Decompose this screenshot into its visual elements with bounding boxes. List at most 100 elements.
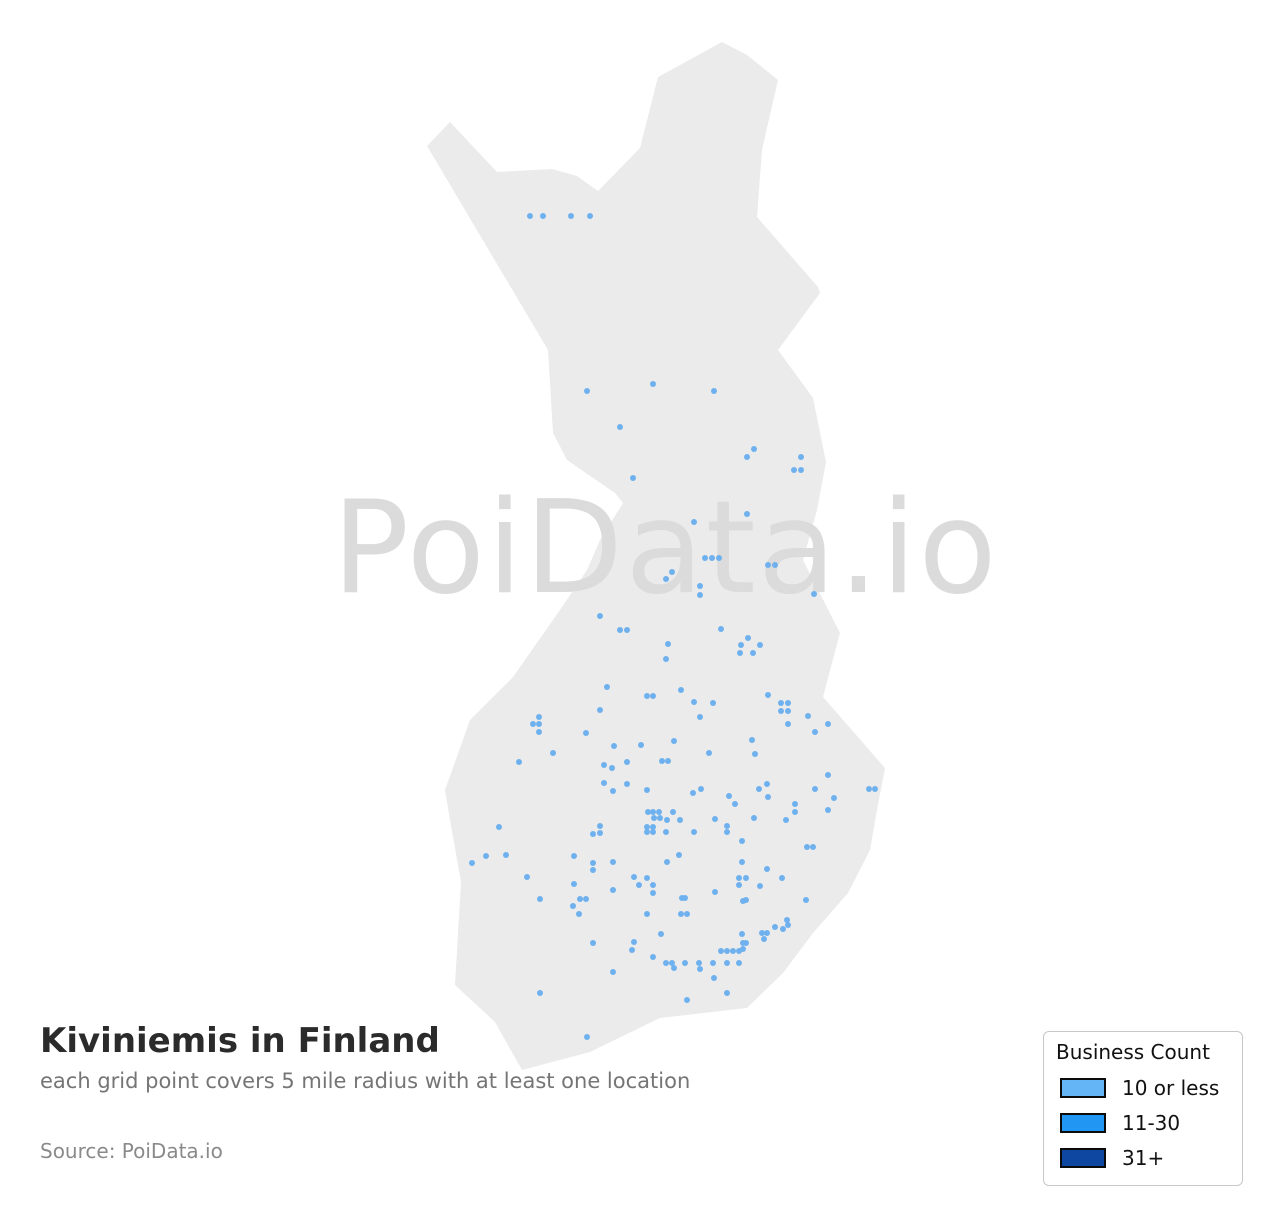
location-dot [724,829,730,835]
location-dot [496,824,502,830]
location-dot [736,948,742,954]
location-dot [726,793,732,799]
location-dot [738,642,744,648]
location-dot [752,751,758,757]
location-dot [650,890,656,896]
location-dot [749,737,755,743]
location-dot [536,729,542,735]
location-dot [812,786,818,792]
location-dot [757,883,763,889]
legend-swatch-10-or-less [1060,1078,1106,1098]
location-dot [530,721,536,727]
location-dot [629,947,635,953]
location-dot [710,960,716,966]
location-dot [663,576,669,582]
location-dot [650,809,656,815]
location-dot [656,809,662,815]
location-dot [590,867,596,873]
location-dot [650,882,656,888]
location-dot [825,721,831,727]
location-dot [792,801,798,807]
location-dot [736,882,742,888]
location-dot [804,844,810,850]
location-dot [739,931,745,937]
location-dot [805,713,811,719]
location-dot [524,874,530,880]
location-dot [803,897,809,903]
legend-swatch-31-plus [1060,1148,1106,1168]
location-dot [650,829,656,835]
location-dot [601,780,607,786]
location-dot [697,714,703,720]
location-dot [671,965,677,971]
location-dot [736,960,742,966]
location-dot [691,699,697,705]
location-dot [751,815,757,821]
legend-label: 31+ [1122,1146,1165,1170]
location-dot [624,627,630,633]
legend-item: 10 or less [1056,1076,1230,1100]
location-dot [736,875,742,881]
location-dot [825,772,831,778]
location-dot [584,388,590,394]
legend-item: 11-30 [1056,1111,1230,1135]
location-dot [772,562,778,568]
location-dot [638,742,644,748]
location-dot [630,475,636,481]
location-dot [644,787,650,793]
location-dot [744,454,750,460]
location-dot [651,815,657,821]
location-dot [676,852,682,858]
location-dot [658,931,664,937]
location-dot [597,823,603,829]
location-dot [657,815,663,821]
location-dot [610,887,616,893]
location-dot [665,758,671,764]
location-dot [783,817,789,823]
watermark-text: PoiData.io [332,474,999,623]
location-dot [537,896,543,902]
location-dot [757,642,763,648]
location-dot [750,650,756,656]
location-dot [570,903,576,909]
location-dot [712,889,718,895]
location-dot [684,911,690,917]
location-dot [712,816,718,822]
location-dot [724,990,730,996]
location-dot [784,917,790,923]
location-dot [669,569,675,575]
location-dot [583,730,589,736]
location-dot [577,896,583,902]
location-dot [503,852,509,858]
location-dot [698,786,704,792]
location-dot [597,613,603,619]
location-dot [872,786,878,792]
page-title: Kiviniemis in Finland [40,1021,440,1061]
location-dot [631,874,637,880]
location-dot [785,700,791,706]
location-dot [665,641,671,647]
location-dot [671,738,677,744]
finland-shape [427,42,885,1070]
location-dot [644,911,650,917]
location-dot [590,831,596,837]
location-dot [810,844,816,850]
legend-title: Business Count [1056,1040,1210,1064]
location-dot [684,997,690,1003]
location-dot [540,213,546,219]
location-dot [765,794,771,800]
location-dot [670,809,676,815]
location-dot [739,838,745,844]
location-dot [745,635,751,641]
location-dot [697,592,703,598]
location-dot [831,795,837,801]
legend-item: 31+ [1056,1146,1230,1170]
location-dot [624,781,630,787]
location-dot [682,895,688,901]
location-dot [663,829,669,835]
location-dot [610,788,616,794]
location-dot [737,650,743,656]
location-dot [718,626,724,632]
location-dot [724,960,730,966]
